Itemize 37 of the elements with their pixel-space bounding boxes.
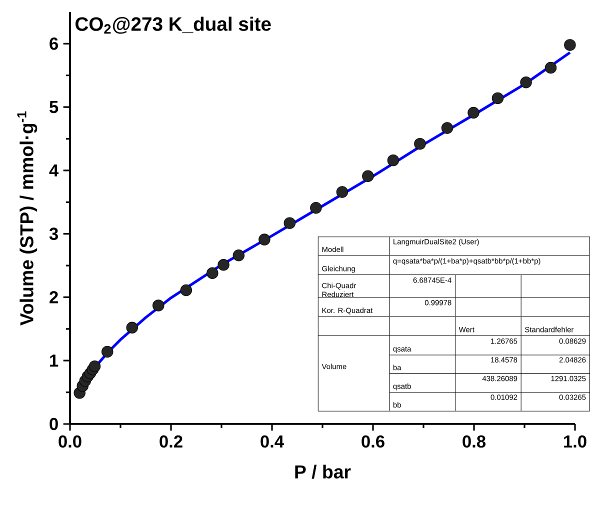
point [468,106,480,119]
x-tick-label: 0.2 [160,435,182,448]
point [284,217,296,229]
point [206,267,218,280]
y-tick-label: 6 [50,38,58,50]
point [102,346,114,358]
point [441,122,454,134]
y-tick-label: 1 [50,354,58,367]
x-axis-title: P / bar [295,464,351,479]
point [564,39,576,51]
point [126,322,138,334]
y-tick-label: 3 [49,228,58,240]
y-axis-title: Volume (STP) / mmol·g$^{-1}$ [17,111,38,326]
point [88,360,101,372]
point [414,138,426,150]
point [152,300,164,312]
x-tick-label: 0.6 [362,435,384,448]
point [232,250,245,262]
point [520,76,532,88]
point [387,154,400,166]
point [336,186,348,198]
x-tick-label: 0.4 [260,435,284,448]
point [544,62,557,74]
point [258,234,270,246]
y-tick-label: 5 [50,101,58,114]
point [180,284,192,296]
y-tick-label: 4 [49,164,59,176]
x-tick-label: 0.8 [462,435,486,448]
point [362,170,374,182]
x-tick-label: 0.0 [58,435,82,448]
chart-title: CO$_{2}$@273 K_dual site [76,16,271,34]
point [218,259,230,271]
y-tick-label: 2 [50,291,58,304]
x-tick-label: 1.0 [564,435,586,448]
point [310,202,322,214]
y-tick-label: 0 [50,418,58,430]
point [492,92,504,104]
